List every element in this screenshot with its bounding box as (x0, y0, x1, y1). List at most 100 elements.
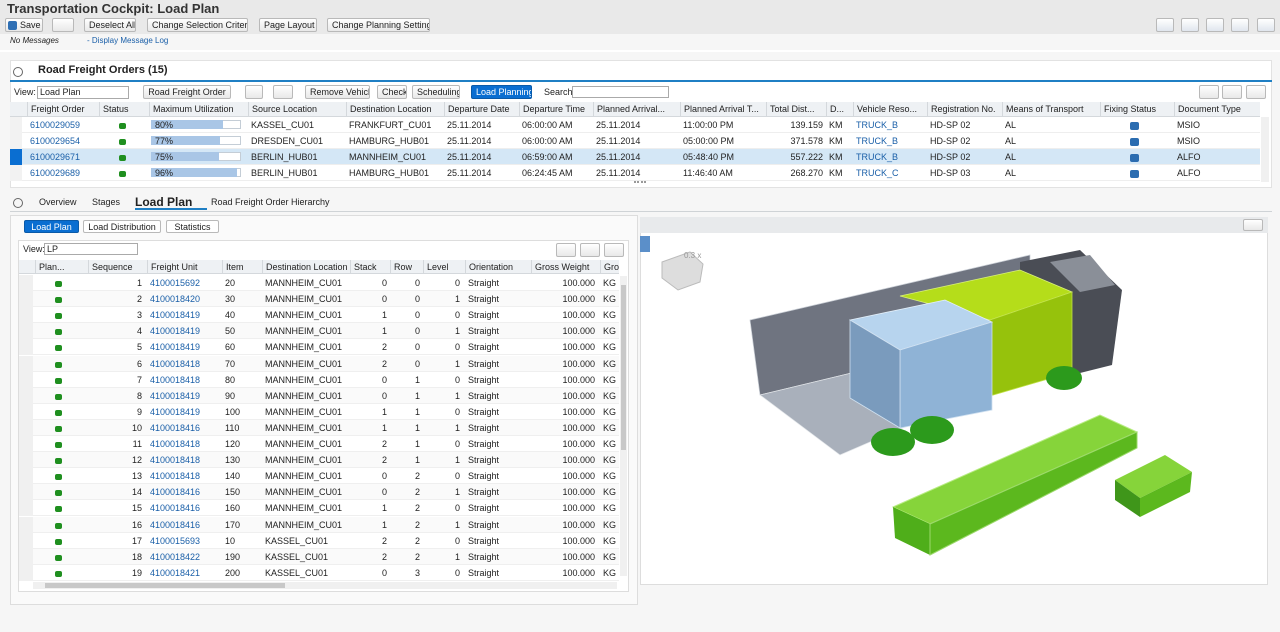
table-row[interactable] (19, 339, 619, 356)
row-selector[interactable] (19, 371, 33, 388)
link-cell[interactable]: 4100018418 (150, 374, 201, 385)
view-select[interactable]: Load Plan (37, 86, 129, 99)
row-selector[interactable] (19, 387, 33, 404)
row-selector[interactable] (19, 548, 33, 565)
orders-button[interactable]: Check (377, 85, 407, 99)
link-cell[interactable]: 4100018420 (150, 294, 201, 305)
search-input[interactable] (572, 86, 669, 98)
link-cell[interactable]: 4100018422 (150, 551, 201, 562)
row-selector[interactable] (10, 117, 22, 133)
row-selector[interactable] (19, 564, 33, 581)
row-selector[interactable] (19, 484, 33, 501)
table-row[interactable] (19, 452, 619, 469)
orders-button[interactable]: Scheduling (412, 85, 460, 99)
orders-tool[interactable] (1246, 85, 1266, 99)
table-row[interactable] (19, 564, 619, 581)
toolbar-button[interactable]: Change Selection Criteria (147, 18, 248, 32)
table-row[interactable] (19, 516, 619, 533)
toolbar-icon[interactable] (1206, 18, 1224, 32)
link-cell[interactable]: 4100018419 (150, 342, 201, 353)
row-selector[interactable] (19, 307, 33, 324)
row-selector[interactable] (10, 133, 22, 149)
link-cell[interactable]: TRUCK_C (856, 168, 899, 178)
row-selector[interactable] (19, 403, 33, 420)
tab[interactable]: Load Plan (135, 195, 207, 210)
link-cell[interactable]: 4100018419 (150, 310, 201, 321)
table-row[interactable] (19, 355, 619, 372)
table-row[interactable] (19, 403, 619, 420)
row-selector[interactable] (10, 149, 22, 165)
subtab[interactable]: Load Distribution (83, 220, 161, 233)
table-tool[interactable] (604, 243, 624, 257)
row-selector[interactable] (10, 165, 22, 181)
toolbar-button[interactable]: Page Layout (259, 18, 317, 32)
table-row[interactable] (19, 419, 619, 436)
link-cell[interactable]: 4100018418 (150, 471, 201, 482)
table-row[interactable] (19, 468, 619, 485)
orders-button[interactable]: Remove Vehicle (305, 85, 370, 99)
copy-button[interactable] (245, 85, 263, 99)
link-cell[interactable]: 4100018419 (150, 326, 201, 337)
row-selector[interactable] (19, 291, 33, 308)
subtab[interactable]: Load Plan (24, 220, 79, 233)
table-tool[interactable] (580, 243, 600, 257)
toolbar-button[interactable]: Change Planning Settings (327, 18, 430, 32)
row-selector[interactable] (19, 339, 33, 356)
link-cell[interactable]: TRUCK_B (856, 136, 899, 146)
toolbar-icon[interactable] (1257, 18, 1275, 32)
tab[interactable]: Road Freight Order Hierarchy (211, 197, 330, 207)
link-cell[interactable]: 6100029059 (30, 120, 81, 130)
link-cell[interactable]: 4100018418 (150, 358, 201, 369)
table-row[interactable] (10, 117, 1260, 133)
tab[interactable]: Stages (92, 197, 121, 207)
table-row[interactable] (19, 500, 619, 517)
collapse-handle[interactable] (640, 236, 650, 252)
link-cell[interactable]: 4100018418 (150, 455, 201, 466)
link-cell[interactable]: 4100015693 (150, 535, 201, 546)
orders-button[interactable]: Road Freight Order (143, 85, 231, 99)
collapse-button[interactable] (13, 67, 23, 77)
row-selector[interactable] (19, 419, 33, 436)
toolbar-icon[interactable] (1181, 18, 1199, 32)
orders-button[interactable]: Load Planning (471, 85, 532, 99)
row-selector[interactable] (19, 500, 33, 517)
refresh-button[interactable] (52, 18, 74, 32)
viewer-tool[interactable] (1243, 219, 1263, 231)
tab[interactable]: Overview (39, 197, 77, 207)
toolbar-button[interactable]: Deselect All (84, 18, 136, 32)
link-cell[interactable]: TRUCK_B (856, 152, 899, 162)
table-row[interactable] (10, 165, 1260, 181)
table-row[interactable] (19, 532, 619, 549)
table-row[interactable] (19, 548, 619, 565)
link-cell[interactable]: 4100018421 (150, 567, 201, 578)
table-row[interactable] (19, 275, 619, 291)
table-row[interactable] (10, 133, 1260, 149)
row-selector[interactable] (19, 452, 33, 469)
row-selector[interactable] (19, 436, 33, 452)
table-row[interactable] (19, 307, 619, 324)
subtab[interactable]: Statistics (166, 220, 219, 233)
row-selector[interactable] (19, 275, 33, 291)
link-cell[interactable]: 4100018416 (150, 487, 201, 498)
link-cell[interactable]: 4100018416 (150, 503, 201, 514)
table-row[interactable] (19, 387, 619, 404)
link-cell[interactable]: 4100018416 (150, 422, 201, 433)
link-cell[interactable]: 4100018418 (150, 439, 201, 449)
link-cell[interactable]: 6100029654 (30, 136, 81, 146)
link-cell[interactable]: 6100029689 (30, 168, 81, 178)
row-selector[interactable] (19, 532, 33, 549)
table-row[interactable] (19, 484, 619, 501)
table-row[interactable] (19, 436, 619, 452)
row-selector[interactable] (19, 516, 33, 533)
nav-cube[interactable] (661, 251, 704, 291)
link-cell[interactable]: 6100029671 (30, 152, 81, 162)
view-select[interactable]: LP (44, 243, 138, 255)
table-row[interactable] (19, 291, 619, 308)
table-row[interactable] (19, 323, 619, 340)
table-row[interactable] (19, 371, 619, 388)
orders-tool[interactable] (1222, 85, 1242, 99)
message-log-link[interactable]: - Display Message Log (87, 36, 169, 45)
row-selector[interactable] (19, 355, 33, 372)
toolbar-icon[interactable] (1156, 18, 1174, 32)
link-cell[interactable]: 4100018416 (150, 519, 201, 530)
